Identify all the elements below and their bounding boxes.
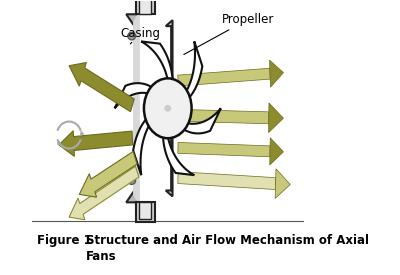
Polygon shape [172,108,221,133]
Polygon shape [133,109,160,175]
Circle shape [129,178,134,183]
Polygon shape [139,202,152,219]
Polygon shape [136,0,155,14]
Ellipse shape [144,78,192,138]
Polygon shape [79,152,137,197]
Polygon shape [174,109,269,124]
Polygon shape [270,60,284,87]
Circle shape [165,106,170,111]
Text: Propeller: Propeller [184,13,274,54]
Polygon shape [59,131,133,156]
Text: Structure and Air Flow Mechanism of Axial: Structure and Air Flow Mechanism of Axia… [86,235,369,248]
Text: Figure 1: Figure 1 [37,235,92,248]
Polygon shape [126,14,137,202]
Polygon shape [178,172,276,189]
Circle shape [129,34,134,38]
Text: Casing: Casing [120,27,160,44]
Polygon shape [163,119,194,175]
Polygon shape [178,68,270,86]
Polygon shape [57,140,62,145]
Polygon shape [133,14,140,202]
Text: Fans: Fans [86,250,117,263]
Polygon shape [166,20,172,196]
Polygon shape [268,103,284,133]
Polygon shape [139,0,152,14]
Polygon shape [178,142,270,157]
Polygon shape [80,130,84,136]
Polygon shape [275,169,290,199]
Polygon shape [115,83,163,108]
Circle shape [128,32,136,40]
Circle shape [128,177,136,184]
Polygon shape [69,62,134,112]
Polygon shape [141,42,173,98]
Polygon shape [69,166,139,220]
Polygon shape [270,138,284,165]
Polygon shape [176,42,202,107]
Polygon shape [136,202,155,222]
